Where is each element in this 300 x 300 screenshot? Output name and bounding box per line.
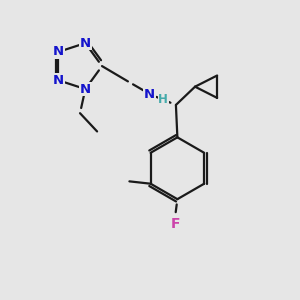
Text: F: F <box>170 217 180 231</box>
Text: N: N <box>144 88 155 101</box>
Text: H: H <box>158 93 168 106</box>
Text: N: N <box>53 45 64 58</box>
Text: N: N <box>53 74 64 87</box>
Text: N: N <box>80 82 91 95</box>
Text: N: N <box>80 37 91 50</box>
